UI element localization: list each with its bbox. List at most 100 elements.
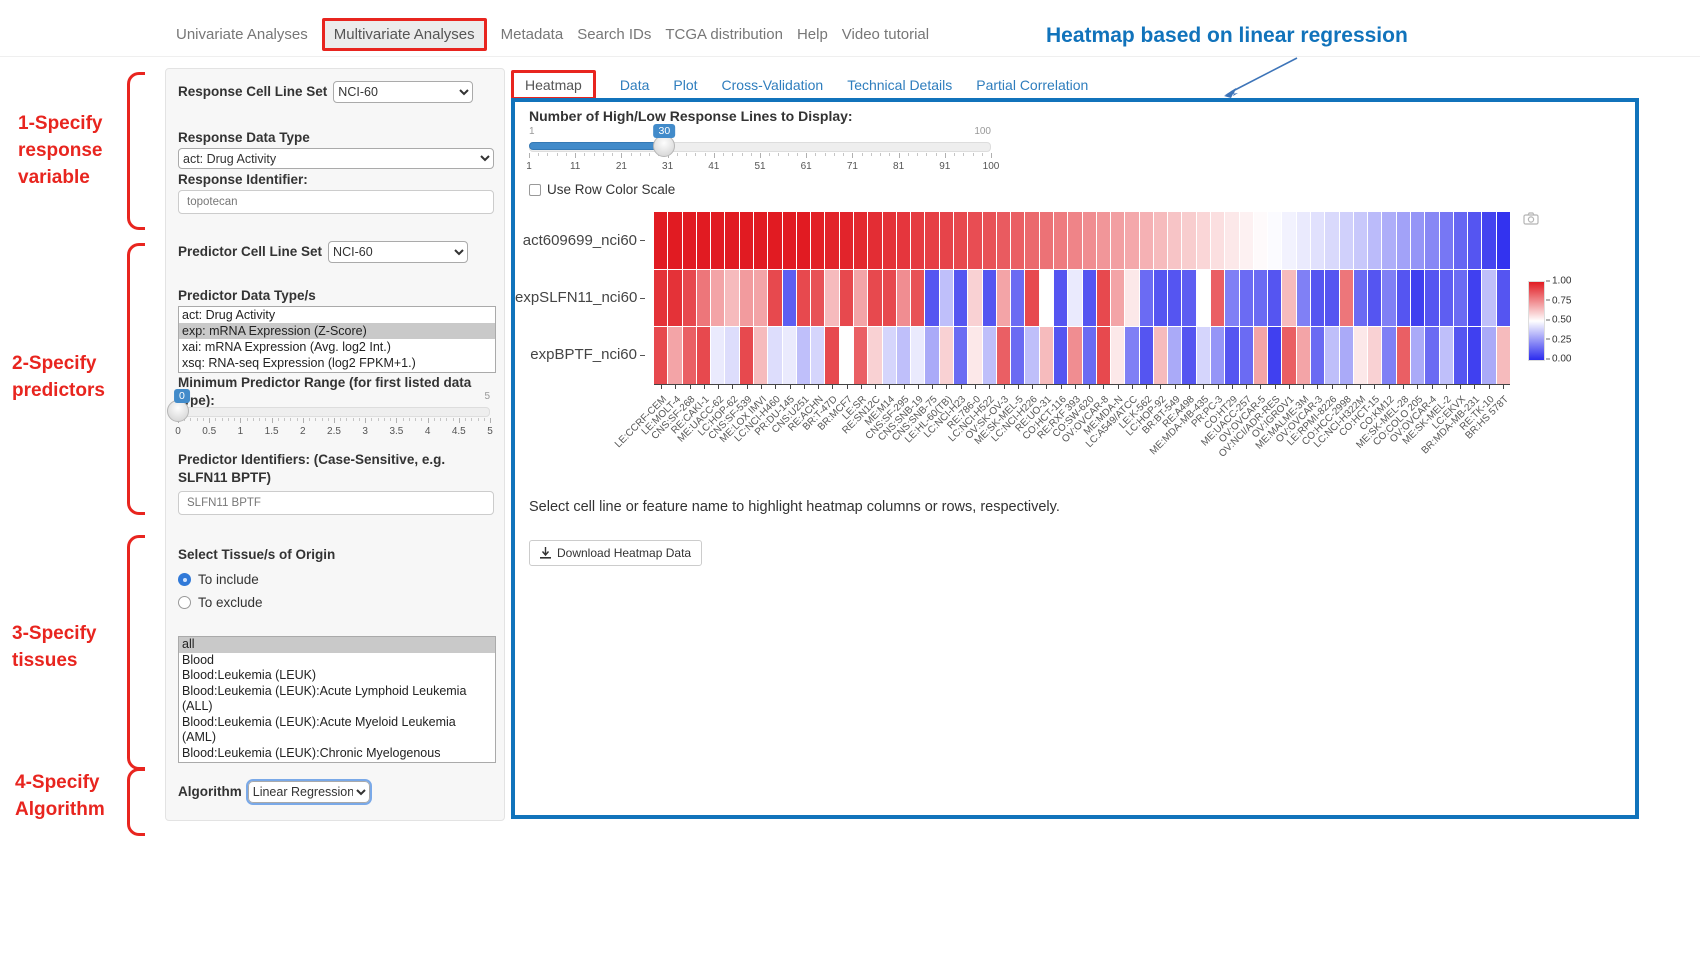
heatmap-cell[interactable] [1025, 270, 1038, 327]
nav-item-metadata[interactable]: Metadata [501, 26, 564, 43]
heatmap-cell[interactable] [1097, 327, 1110, 384]
heatmap-cell[interactable] [1311, 212, 1324, 269]
heatmap-cell[interactable] [1011, 270, 1024, 327]
heatmap-cell[interactable] [654, 270, 667, 327]
row-color-scale-option[interactable]: Use Row Color Scale [529, 182, 675, 197]
heatmap-cell[interactable] [711, 327, 724, 384]
heatmap-cell[interactable] [1311, 270, 1324, 327]
heatmap-cell[interactable] [783, 327, 796, 384]
response-cell-line-set-select[interactable]: NCI-60 [333, 81, 473, 103]
heatmap-cell[interactable] [1354, 270, 1367, 327]
heatmap-cell[interactable] [1382, 270, 1395, 327]
heatmap-cell[interactable] [1325, 212, 1338, 269]
heatmap-cell[interactable] [1340, 270, 1353, 327]
nav-item-multivariate-analyses[interactable]: Multivariate Analyses [322, 18, 487, 51]
heatmap-cell[interactable] [1340, 212, 1353, 269]
heatmap-cell[interactable] [1225, 270, 1238, 327]
heatmap-cell[interactable] [1240, 327, 1253, 384]
heatmap-cell[interactable] [1454, 270, 1467, 327]
heatmap-cell[interactable] [940, 212, 953, 269]
heatmap-cell[interactable] [1182, 327, 1195, 384]
heatmap-cell[interactable] [797, 212, 810, 269]
heatmap-cell[interactable] [768, 212, 781, 269]
heatmap-cell[interactable] [883, 270, 896, 327]
heatmap-cell[interactable] [754, 270, 767, 327]
heatmap-cell[interactable] [654, 327, 667, 384]
heatmap-cell[interactable] [811, 327, 824, 384]
heatmap-cell[interactable] [1083, 327, 1096, 384]
heatmap-cell[interactable] [711, 212, 724, 269]
heatmap-cell[interactable] [1382, 212, 1395, 269]
heatmap-cell[interactable] [754, 327, 767, 384]
heatmap-cell[interactable] [1068, 212, 1081, 269]
heatmap-cell[interactable] [1083, 270, 1096, 327]
heatmap-cell[interactable] [1211, 270, 1224, 327]
response-data-type-select[interactable]: act: Drug Activity [178, 148, 494, 169]
heatmap-cell[interactable] [1468, 270, 1481, 327]
heatmap-cell[interactable] [940, 327, 953, 384]
nav-item-video-tutorial[interactable]: Video tutorial [842, 26, 929, 43]
heatmap-cell[interactable] [1282, 270, 1295, 327]
heatmap-cell[interactable] [997, 212, 1010, 269]
heatmap-cell[interactable] [1340, 327, 1353, 384]
heatmap-cell[interactable] [868, 212, 881, 269]
heatmap-cell[interactable] [1268, 212, 1281, 269]
predictor-cell-line-set-select[interactable]: NCI-60 [328, 241, 468, 263]
row-color-scale-checkbox[interactable] [529, 184, 541, 196]
heatmap-cell[interactable] [1168, 212, 1181, 269]
heatmap-cell[interactable] [883, 212, 896, 269]
heatmap-cell[interactable] [954, 212, 967, 269]
option-xsq-rna-seq-expression-log2-fpkm-1[interactable]: xsq: RNA-seq Expression (log2 FPKM+1.) [179, 355, 495, 371]
heatmap-cell[interactable] [1397, 327, 1410, 384]
heatmap-cell[interactable] [1154, 327, 1167, 384]
heatmap-cell[interactable] [725, 270, 738, 327]
heatmap-cell[interactable] [811, 270, 824, 327]
heatmap-cell[interactable] [697, 212, 710, 269]
include-radio[interactable] [178, 573, 191, 586]
tissue-exclude-option[interactable]: To exclude [178, 595, 494, 610]
heatmap-cell[interactable] [1140, 270, 1153, 327]
heatmap-cell[interactable] [925, 212, 938, 269]
heatmap-cell[interactable] [1168, 270, 1181, 327]
heatmap-cell[interactable] [868, 327, 881, 384]
heatmap-cell[interactable] [997, 327, 1010, 384]
heatmap-cell[interactable] [668, 327, 681, 384]
heatmap-cell[interactable] [1468, 327, 1481, 384]
response-identifier-input[interactable] [178, 190, 494, 214]
heatmap-cell[interactable] [868, 270, 881, 327]
heatmap-cell[interactable] [1482, 327, 1495, 384]
tissue-listbox[interactable]: allBloodBlood:Leukemia (LEUK)Blood:Leuke… [178, 636, 496, 763]
heatmap-cell[interactable] [1425, 212, 1438, 269]
camera-snapshot-icon[interactable] [1523, 212, 1539, 230]
heatmap-cell[interactable] [1297, 327, 1310, 384]
heatmap-cell[interactable] [925, 327, 938, 384]
heatmap-cell[interactable] [1325, 270, 1338, 327]
heatmap-cell[interactable] [1411, 212, 1424, 269]
heatmap-cell[interactable] [1211, 212, 1224, 269]
heatmap-cell[interactable] [1168, 327, 1181, 384]
heatmap-cell[interactable] [1254, 212, 1267, 269]
heatmap-cell[interactable] [1068, 270, 1081, 327]
heatmap-cell[interactable] [1354, 212, 1367, 269]
heatmap-cell[interactable] [1411, 327, 1424, 384]
heatmap-cell[interactable] [1497, 270, 1510, 327]
heatmap-cell[interactable] [925, 270, 938, 327]
heatmap-cell[interactable] [711, 270, 724, 327]
nav-item-tcga-distribution[interactable]: TCGA distribution [665, 26, 783, 43]
heatmap-cell[interactable] [1154, 212, 1167, 269]
heatmap-cell[interactable] [668, 212, 681, 269]
heatmap-cell[interactable] [1325, 327, 1338, 384]
heatmap-cell[interactable] [725, 327, 738, 384]
option-exp-mrna-expression-z-score[interactable]: exp: mRNA Expression (Z-Score) [179, 323, 495, 339]
option-act-drug-activity[interactable]: act: Drug Activity [179, 307, 495, 323]
heatmap-cell[interactable] [840, 270, 853, 327]
heatmap-cell[interactable] [1368, 212, 1381, 269]
heatmap-cell[interactable] [683, 212, 696, 269]
heatmap-cell[interactable] [1425, 270, 1438, 327]
heatmap-cell[interactable] [1125, 327, 1138, 384]
heatmap-cell[interactable] [897, 270, 910, 327]
predictor-data-types-listbox[interactable]: act: Drug Activityexp: mRNA Expression (… [178, 306, 496, 373]
heatmap-cell[interactable] [1240, 212, 1253, 269]
heatmap-cell[interactable] [683, 270, 696, 327]
heatmap-cell[interactable] [1154, 270, 1167, 327]
